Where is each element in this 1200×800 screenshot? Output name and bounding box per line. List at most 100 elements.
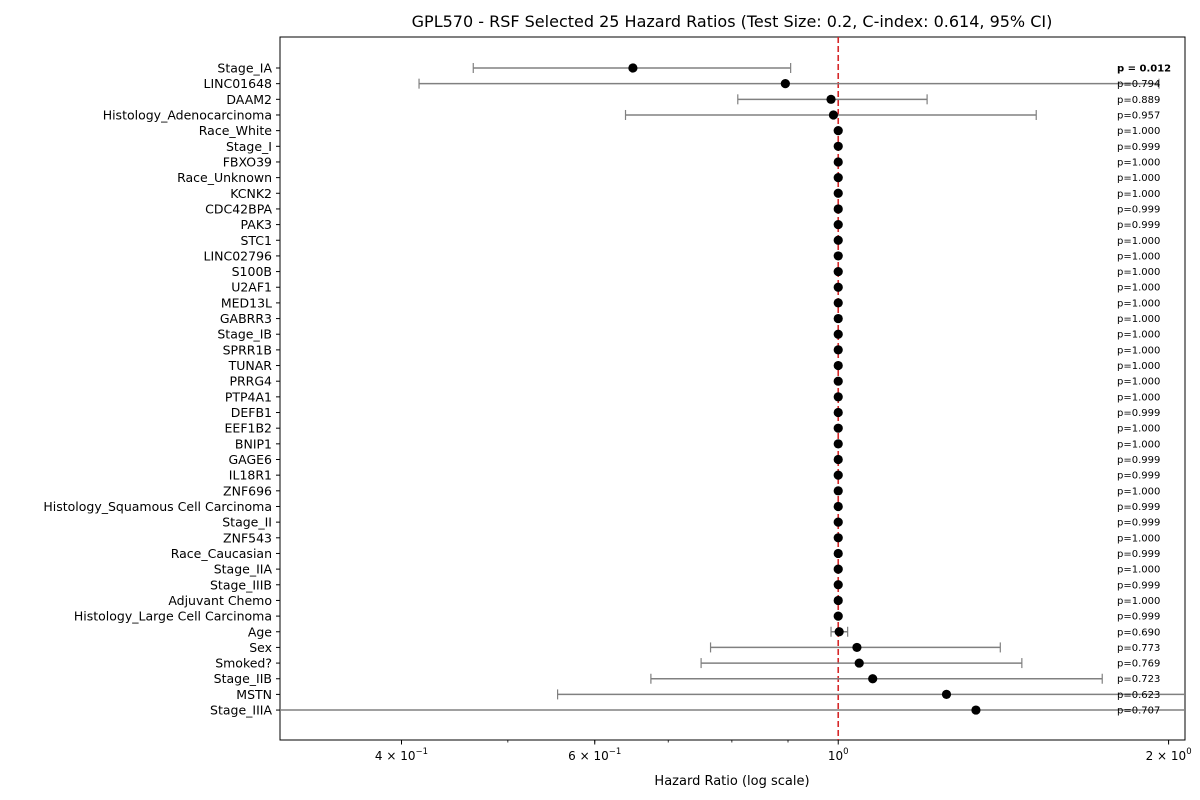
- p-value-label: p=0.999: [1117, 580, 1160, 591]
- p-value-label: p=0.707: [1117, 706, 1160, 717]
- axes-frame: [279, 36, 1186, 741]
- p-value-label: p=1.000: [1117, 345, 1160, 356]
- hr-point: [628, 63, 638, 73]
- y-tick-label: TUNAR: [228, 358, 273, 373]
- y-tick-label: PRRG4: [229, 374, 272, 389]
- hr-point: [854, 658, 864, 668]
- p-value-label: p=0.957: [1117, 110, 1160, 121]
- p-value-label: p=1.000: [1117, 298, 1160, 309]
- y-tick-label: Age: [248, 624, 272, 639]
- hr-point: [833, 329, 843, 339]
- p-value-label: p=0.769: [1117, 659, 1160, 670]
- p-value-label: p=1.000: [1117, 424, 1160, 435]
- p-value-label: p=1.000: [1117, 173, 1160, 184]
- p-value-label: p=0.999: [1117, 471, 1160, 482]
- hr-point: [833, 126, 843, 136]
- p-value-label: p=1.000: [1117, 377, 1160, 388]
- x-tick-label: 6 × 10−1: [568, 747, 621, 763]
- hr-point: [833, 298, 843, 308]
- p-value-label: p=0.999: [1117, 518, 1160, 529]
- y-tick-label: GAGE6: [228, 452, 272, 467]
- hr-point: [833, 251, 843, 261]
- y-tick-label: Histology_Large Cell Carcinoma: [74, 609, 272, 624]
- hr-point: [833, 533, 843, 543]
- hr-point: [833, 407, 843, 418]
- y-tick-label: PAK3: [241, 217, 272, 232]
- p-value-label: p=1.000: [1117, 392, 1160, 403]
- hr-point: [833, 501, 843, 512]
- plot-area: 4 × 10−1 6 × 10−1 100 2 × 100 Stage_IA p = 0.…: [43, 36, 1192, 763]
- hr-point: [828, 110, 839, 120]
- hr-point: [833, 392, 843, 402]
- y-tick-label: DEFB1: [231, 405, 272, 420]
- y-tick-label: LINC02796: [204, 248, 273, 263]
- p-value-label: p=0.690: [1117, 627, 1160, 638]
- y-tick-label: Race_White: [199, 123, 273, 138]
- y-tick-label: EEF1B2: [225, 421, 272, 436]
- y-tick-label: Stage_IB: [217, 327, 272, 342]
- y-tick-label: Smoked?: [215, 656, 272, 671]
- p-value-label: p=1.000: [1117, 533, 1160, 544]
- chart-title: GPL570 - RSF Selected 25 Hazard Ratios (…: [412, 12, 1053, 31]
- hr-point: [833, 220, 843, 230]
- hr-point: [833, 376, 843, 386]
- hr-point: [868, 674, 878, 684]
- y-tick-label: Race_Unknown: [177, 170, 272, 185]
- hr-point: [834, 627, 844, 637]
- y-tick-label: IL18R1: [229, 468, 272, 483]
- y-tick-label: Stage_IA: [217, 61, 272, 76]
- y-tick-label: FBXO39: [223, 154, 272, 169]
- hr-point: [833, 611, 843, 621]
- p-value-label: p=0.999: [1117, 408, 1160, 419]
- y-tick-label: DAAM2: [226, 92, 272, 107]
- hr-point: [852, 642, 862, 653]
- p-value-label: p=1.000: [1117, 267, 1160, 278]
- p-value-label: p=0.999: [1117, 549, 1160, 560]
- hr-point: [971, 705, 981, 715]
- y-tick-label: Stage_IIIB: [210, 577, 272, 592]
- p-value-label: p=1.000: [1117, 126, 1160, 137]
- p-value-label: p=1.000: [1117, 251, 1160, 262]
- hr-point: [833, 141, 843, 151]
- p-value-label: p=0.773: [1117, 643, 1160, 654]
- y-tick-label: U2AF1: [231, 280, 272, 295]
- hr-point: [833, 486, 843, 496]
- y-tick-label: MED13L: [221, 295, 272, 310]
- p-value-label: p=1.000: [1117, 314, 1160, 325]
- hr-point: [833, 157, 843, 167]
- p-value-label: p=0.794: [1117, 79, 1160, 90]
- p-value-label: p=1.000: [1117, 596, 1160, 607]
- y-tick-label: BNIP1: [235, 436, 272, 451]
- p-value-label: p=1.000: [1117, 189, 1160, 200]
- hr-point: [833, 282, 843, 292]
- hr-point: [833, 517, 843, 527]
- x-tick-label: 100: [828, 747, 849, 763]
- hr-point: [833, 454, 843, 465]
- y-tick-label: Race_Caucasian: [171, 546, 272, 561]
- y-tick-label: STC1: [240, 233, 272, 248]
- hr-point: [833, 345, 843, 355]
- hr-point: [833, 580, 843, 590]
- p-value-label: p=0.999: [1117, 220, 1160, 231]
- hr-point: [833, 188, 843, 198]
- y-tick-label: KCNK2: [230, 186, 272, 201]
- y-tick-label: Stage_I: [226, 139, 272, 154]
- p-value-label: p=1.000: [1117, 157, 1160, 168]
- y-tick-label: Adjuvant Chemo: [168, 593, 272, 608]
- y-tick-label: Histology_Squamous Cell Carcinoma: [43, 499, 272, 514]
- y-tick-label: S100B: [232, 264, 272, 279]
- p-value-label: p=0.623: [1117, 690, 1160, 701]
- p-value-label: p=0.723: [1117, 674, 1160, 685]
- y-tick-label: Stage_IIIA: [210, 703, 272, 718]
- hr-point: [826, 94, 836, 104]
- hr-point: [941, 689, 952, 700]
- hr-point: [833, 423, 843, 433]
- y-tick-label: PTP4A1: [225, 389, 272, 404]
- p-value-label: p=1.000: [1117, 283, 1160, 294]
- y-tick-label: Stage_IIA: [214, 562, 273, 577]
- p-value-label: p=1.000: [1117, 361, 1160, 372]
- hr-point: [833, 266, 843, 277]
- hr-point: [780, 79, 790, 89]
- p-value-label: p=0.999: [1117, 455, 1160, 466]
- p-value-label: p=0.999: [1117, 204, 1160, 215]
